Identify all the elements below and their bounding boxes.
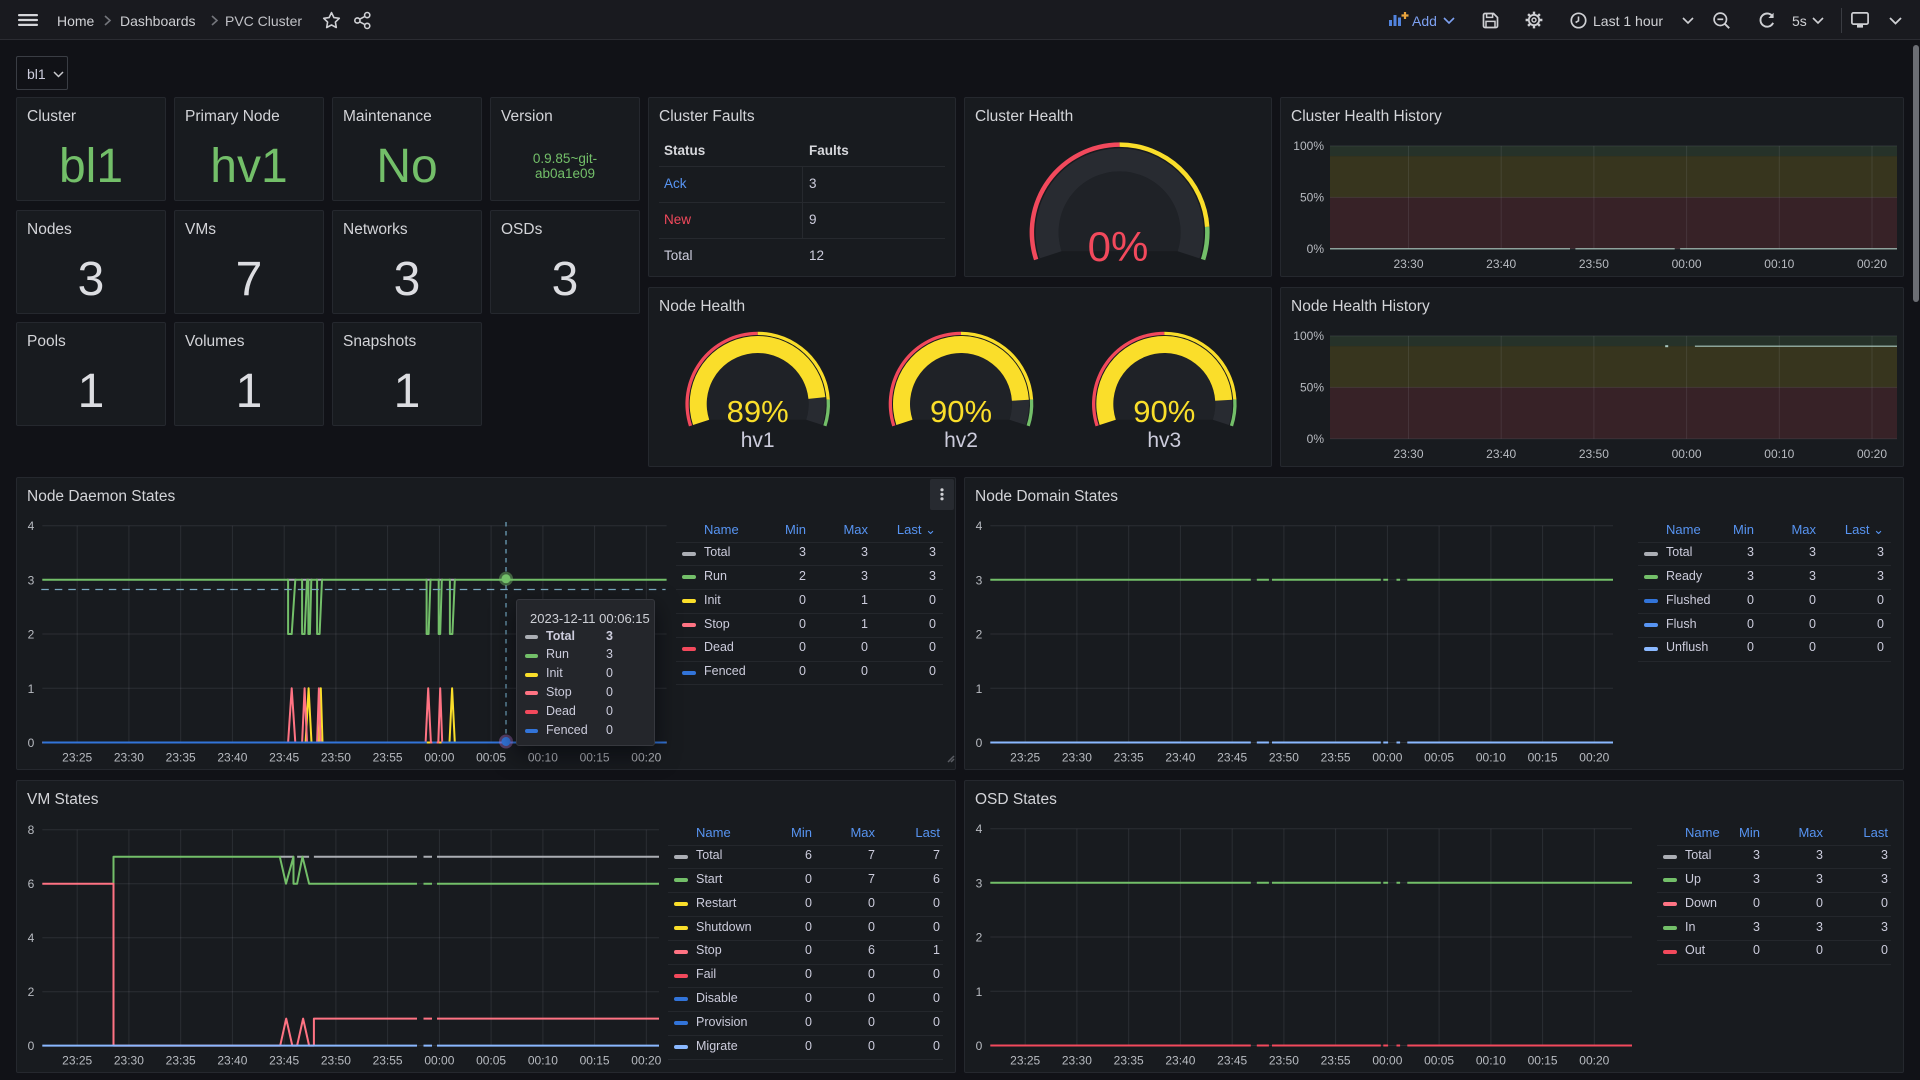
svg-text:2: 2	[28, 985, 35, 999]
svg-text:23:50: 23:50	[1579, 257, 1609, 271]
svg-text:23:25: 23:25	[1010, 751, 1040, 765]
svg-text:00:00: 00:00	[424, 1054, 454, 1068]
svg-text:23:25: 23:25	[62, 1054, 92, 1068]
svg-text:23:30: 23:30	[114, 751, 144, 765]
svg-text:00:10: 00:10	[1764, 257, 1794, 271]
svg-text:00:20: 00:20	[1579, 751, 1609, 765]
svg-text:00:10: 00:10	[528, 1054, 558, 1068]
svg-text:3: 3	[976, 876, 983, 890]
svg-text:23:40: 23:40	[1165, 1054, 1195, 1068]
svg-text:00:10: 00:10	[528, 751, 558, 765]
svg-text:23:35: 23:35	[1114, 1054, 1144, 1068]
svg-text:23:45: 23:45	[269, 751, 299, 765]
svg-text:00:15: 00:15	[580, 751, 610, 765]
svg-text:2: 2	[976, 628, 983, 642]
svg-text:00:10: 00:10	[1476, 1054, 1506, 1068]
svg-text:4: 4	[28, 931, 35, 945]
svg-text:00:00: 00:00	[1672, 447, 1702, 461]
svg-text:00:05: 00:05	[476, 1054, 506, 1068]
svg-text:50%: 50%	[1300, 190, 1324, 204]
svg-text:23:55: 23:55	[1321, 751, 1351, 765]
svg-text:4: 4	[976, 519, 983, 533]
svg-text:00:00: 00:00	[1372, 1054, 1402, 1068]
svg-text:23:30: 23:30	[1393, 447, 1423, 461]
svg-text:23:40: 23:40	[1486, 447, 1516, 461]
svg-text:00:20: 00:20	[631, 751, 661, 765]
svg-text:23:55: 23:55	[1321, 1054, 1351, 1068]
svg-text:23:55: 23:55	[373, 751, 403, 765]
svg-text:00:00: 00:00	[424, 751, 454, 765]
svg-text:23:40: 23:40	[1486, 257, 1516, 271]
svg-text:8: 8	[28, 823, 35, 837]
svg-text:23:30: 23:30	[114, 1054, 144, 1068]
svg-text:23:40: 23:40	[217, 751, 247, 765]
svg-text:00:10: 00:10	[1764, 447, 1794, 461]
svg-text:00:00: 00:00	[1372, 751, 1402, 765]
svg-text:00:15: 00:15	[1528, 751, 1558, 765]
svg-text:23:45: 23:45	[1217, 751, 1247, 765]
svg-text:1: 1	[28, 682, 35, 696]
svg-text:00:00: 00:00	[1672, 257, 1702, 271]
svg-text:6: 6	[28, 877, 35, 891]
svg-text:23:35: 23:35	[1114, 751, 1144, 765]
svg-text:00:20: 00:20	[631, 1054, 661, 1068]
svg-text:0: 0	[28, 1039, 35, 1053]
svg-text:0%: 0%	[1307, 432, 1325, 446]
svg-text:23:45: 23:45	[269, 1054, 299, 1068]
svg-text:0: 0	[976, 736, 983, 750]
svg-text:23:35: 23:35	[166, 1054, 196, 1068]
svg-text:00:20: 00:20	[1857, 257, 1887, 271]
svg-text:23:50: 23:50	[1269, 1054, 1299, 1068]
svg-text:00:15: 00:15	[1528, 1054, 1558, 1068]
svg-text:100%: 100%	[1293, 139, 1324, 153]
svg-text:0%: 0%	[1307, 242, 1325, 256]
svg-text:23:40: 23:40	[1165, 751, 1195, 765]
svg-text:100%: 100%	[1293, 329, 1324, 343]
svg-text:23:45: 23:45	[1217, 1054, 1247, 1068]
svg-text:2: 2	[28, 628, 35, 642]
svg-text:4: 4	[976, 822, 983, 836]
svg-text:00:05: 00:05	[476, 751, 506, 765]
svg-text:50%: 50%	[1300, 380, 1324, 394]
svg-text:4: 4	[28, 519, 35, 533]
svg-text:1: 1	[976, 985, 983, 999]
svg-text:23:30: 23:30	[1062, 751, 1092, 765]
svg-text:23:25: 23:25	[62, 751, 92, 765]
svg-text:23:55: 23:55	[373, 1054, 403, 1068]
svg-text:23:50: 23:50	[321, 751, 351, 765]
svg-text:0: 0	[976, 1039, 983, 1053]
svg-text:23:30: 23:30	[1062, 1054, 1092, 1068]
svg-text:00:10: 00:10	[1476, 751, 1506, 765]
svg-text:00:20: 00:20	[1579, 1054, 1609, 1068]
svg-text:23:50: 23:50	[1269, 751, 1299, 765]
svg-text:23:35: 23:35	[166, 751, 196, 765]
svg-text:00:15: 00:15	[580, 1054, 610, 1068]
svg-text:23:50: 23:50	[1579, 447, 1609, 461]
svg-text:00:05: 00:05	[1424, 1054, 1454, 1068]
svg-text:3: 3	[976, 573, 983, 587]
svg-text:3: 3	[28, 573, 35, 587]
svg-text:00:20: 00:20	[1857, 447, 1887, 461]
svg-text:2: 2	[976, 931, 983, 945]
svg-text:1: 1	[976, 682, 983, 696]
svg-text:0: 0	[28, 736, 35, 750]
svg-text:23:50: 23:50	[321, 1054, 351, 1068]
svg-text:23:40: 23:40	[217, 1054, 247, 1068]
svg-text:23:25: 23:25	[1010, 1054, 1040, 1068]
svg-text:23:30: 23:30	[1393, 257, 1423, 271]
svg-text:00:05: 00:05	[1424, 751, 1454, 765]
